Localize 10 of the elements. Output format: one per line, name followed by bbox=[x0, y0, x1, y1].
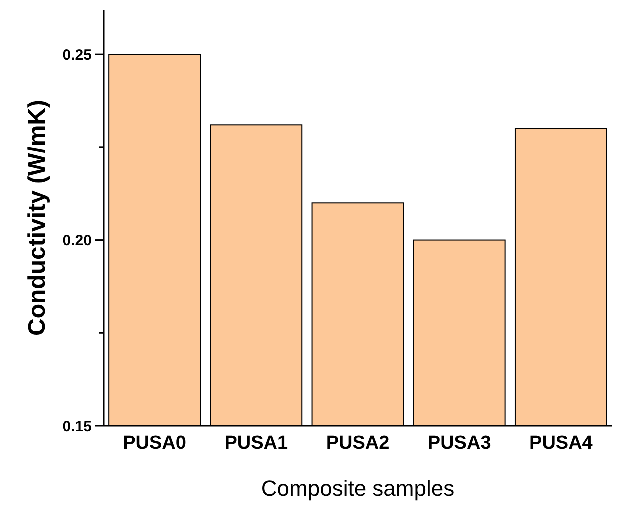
y-tick-label: 0.15 bbox=[62, 418, 92, 436]
y-axis-title: Conductivity (W/mK) bbox=[24, 100, 51, 336]
y-tick-label: 0.20 bbox=[62, 232, 92, 250]
y-tick-label: 0.25 bbox=[62, 46, 92, 64]
x-tick-label: PUSA0 bbox=[123, 433, 186, 454]
x-tick-label: PUSA2 bbox=[326, 433, 390, 454]
x-tick-label: PUSA3 bbox=[428, 433, 492, 454]
x-tick-label: PUSA4 bbox=[530, 433, 594, 454]
x-tick-label: PUSA1 bbox=[224, 433, 289, 454]
x-axis-title: Composite samples bbox=[261, 476, 455, 501]
